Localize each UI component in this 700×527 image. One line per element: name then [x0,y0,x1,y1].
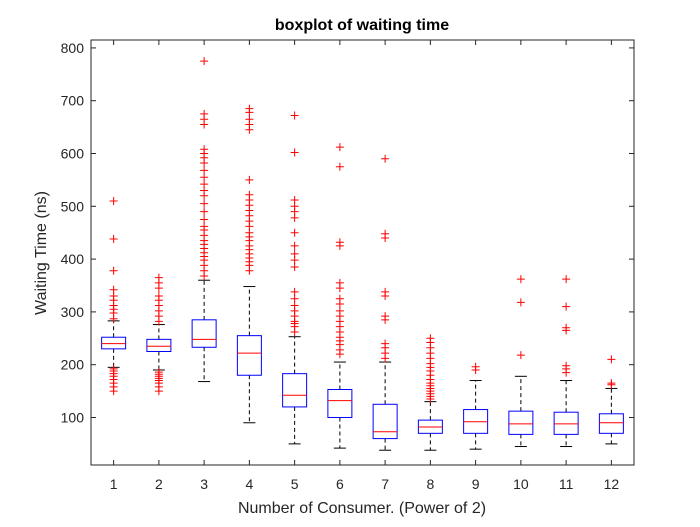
axes-box [90,39,635,466]
outlier-point [335,238,344,247]
outlier-point [200,215,209,224]
outlier-point [290,263,299,272]
y-tick-label: 500 [61,198,85,214]
outlier-point [200,57,209,66]
y-tick-label: 600 [61,146,85,162]
outlier-point [200,145,209,154]
outlier-point [154,368,163,377]
x-tick-label: 9 [472,476,480,492]
y-tick-label: 200 [61,357,85,373]
outlier-point [200,222,209,231]
x-tick-label: 8 [426,476,434,492]
outlier-point [516,351,525,360]
outlier-point [245,175,254,184]
box [508,410,534,435]
x-tick-label: 2 [155,476,163,492]
outlier-point [381,339,390,348]
y-tick-label: 100 [61,409,85,425]
x-tick-label: 1 [110,476,118,492]
outlier-point [154,292,163,301]
outlier-point [109,364,118,373]
outlier-point [607,379,616,388]
y-tick-label: 800 [61,40,85,56]
outlier-point [200,207,209,216]
outlier-point [335,294,344,303]
y-tick-label: 400 [61,251,85,267]
outlier-point [381,287,390,296]
outlier-point [607,355,616,364]
outlier-point [109,285,118,294]
box [553,411,579,435]
outlier-point [200,180,209,189]
outlier-point [290,148,299,157]
box [101,336,127,350]
outlier-point [290,287,299,296]
box [146,338,172,352]
outlier-point [335,278,344,287]
outlier-point [290,241,299,250]
y-axis-title: Waiting Time (ns) [33,191,50,315]
box [372,403,398,440]
outlier-point [200,166,209,175]
outlier-point [200,199,209,208]
outlier-point [109,266,118,275]
outlier-point [381,154,390,163]
box [236,335,262,376]
box [282,373,308,408]
outlier-point [245,115,254,124]
outlier-point [154,273,163,282]
outlier-point [335,306,344,315]
outlier-point [290,294,299,303]
box [598,413,624,434]
x-tick-label: 6 [336,476,344,492]
outlier-point [200,173,209,182]
x-tick-label: 10 [513,476,529,492]
outlier-point [516,275,525,284]
x-tick-label: 12 [604,476,620,492]
outlier-point [290,301,299,310]
outlier-point [335,143,344,152]
outlier-point [245,190,254,199]
x-tick-label: 11 [559,476,574,492]
outlier-point [381,229,390,238]
outlier-point [290,228,299,237]
outlier-point [109,235,118,244]
y-tick-label: 300 [61,304,85,320]
x-tick-label: 7 [381,476,389,492]
outlier-point [290,249,299,258]
outlier-point [290,195,299,204]
outlier-point [562,302,571,311]
chart-title: boxplot of waiting time [275,17,449,34]
outlier-point [562,361,571,370]
x-tick-label: 4 [245,476,253,492]
x-tick-label: 5 [291,476,299,492]
outlier-point [335,162,344,171]
outlier-point [471,362,480,371]
outlier-point [245,104,254,113]
box [327,389,353,418]
outlier-point [381,312,390,321]
outlier-point [562,275,571,284]
box [191,319,217,348]
outlier-point [200,109,209,118]
outlier-point [290,111,299,120]
outlier-point [562,323,571,332]
x-tick-label: 3 [200,476,208,492]
y-tick-label: 700 [61,93,85,109]
outlier-point [426,334,435,343]
x-axis-title: Number of Consumer. (Power of 2) [238,500,486,517]
outlier-point [109,197,118,206]
outlier-point [516,298,525,307]
